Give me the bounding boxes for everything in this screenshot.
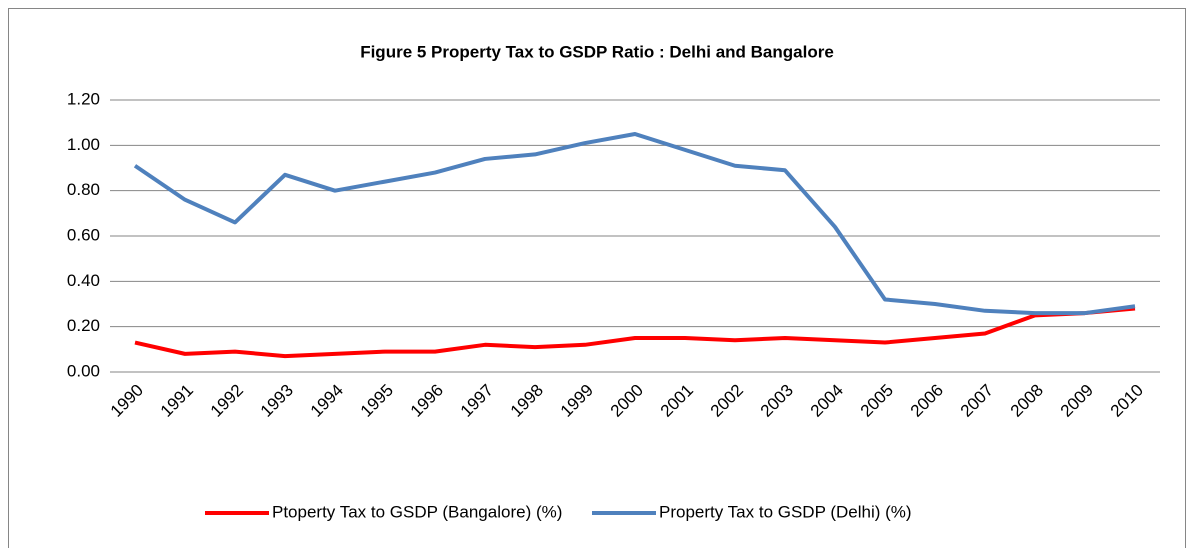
y-tick-label: 0.40: [67, 271, 100, 290]
series-line: [133, 132, 1136, 316]
y-tick-label: 0.20: [67, 316, 100, 335]
legend-label: Property Tax to GSDP (Delhi) (%): [659, 502, 912, 521]
y-tick-label: 1.00: [67, 135, 100, 154]
chart-border: [8, 8, 1186, 548]
legend-label: Ptoperty Tax to GSDP (Bangalore) (%): [272, 502, 562, 521]
y-tick-label: 1.20: [67, 89, 100, 108]
y-tick-label: 0.80: [67, 180, 100, 199]
y-tick-label: 0.00: [67, 361, 100, 380]
chart-title: Figure 5 Property Tax to GSDP Ratio : De…: [360, 42, 834, 61]
y-tick-label: 0.60: [67, 225, 100, 244]
series-line: [134, 306, 1136, 359]
